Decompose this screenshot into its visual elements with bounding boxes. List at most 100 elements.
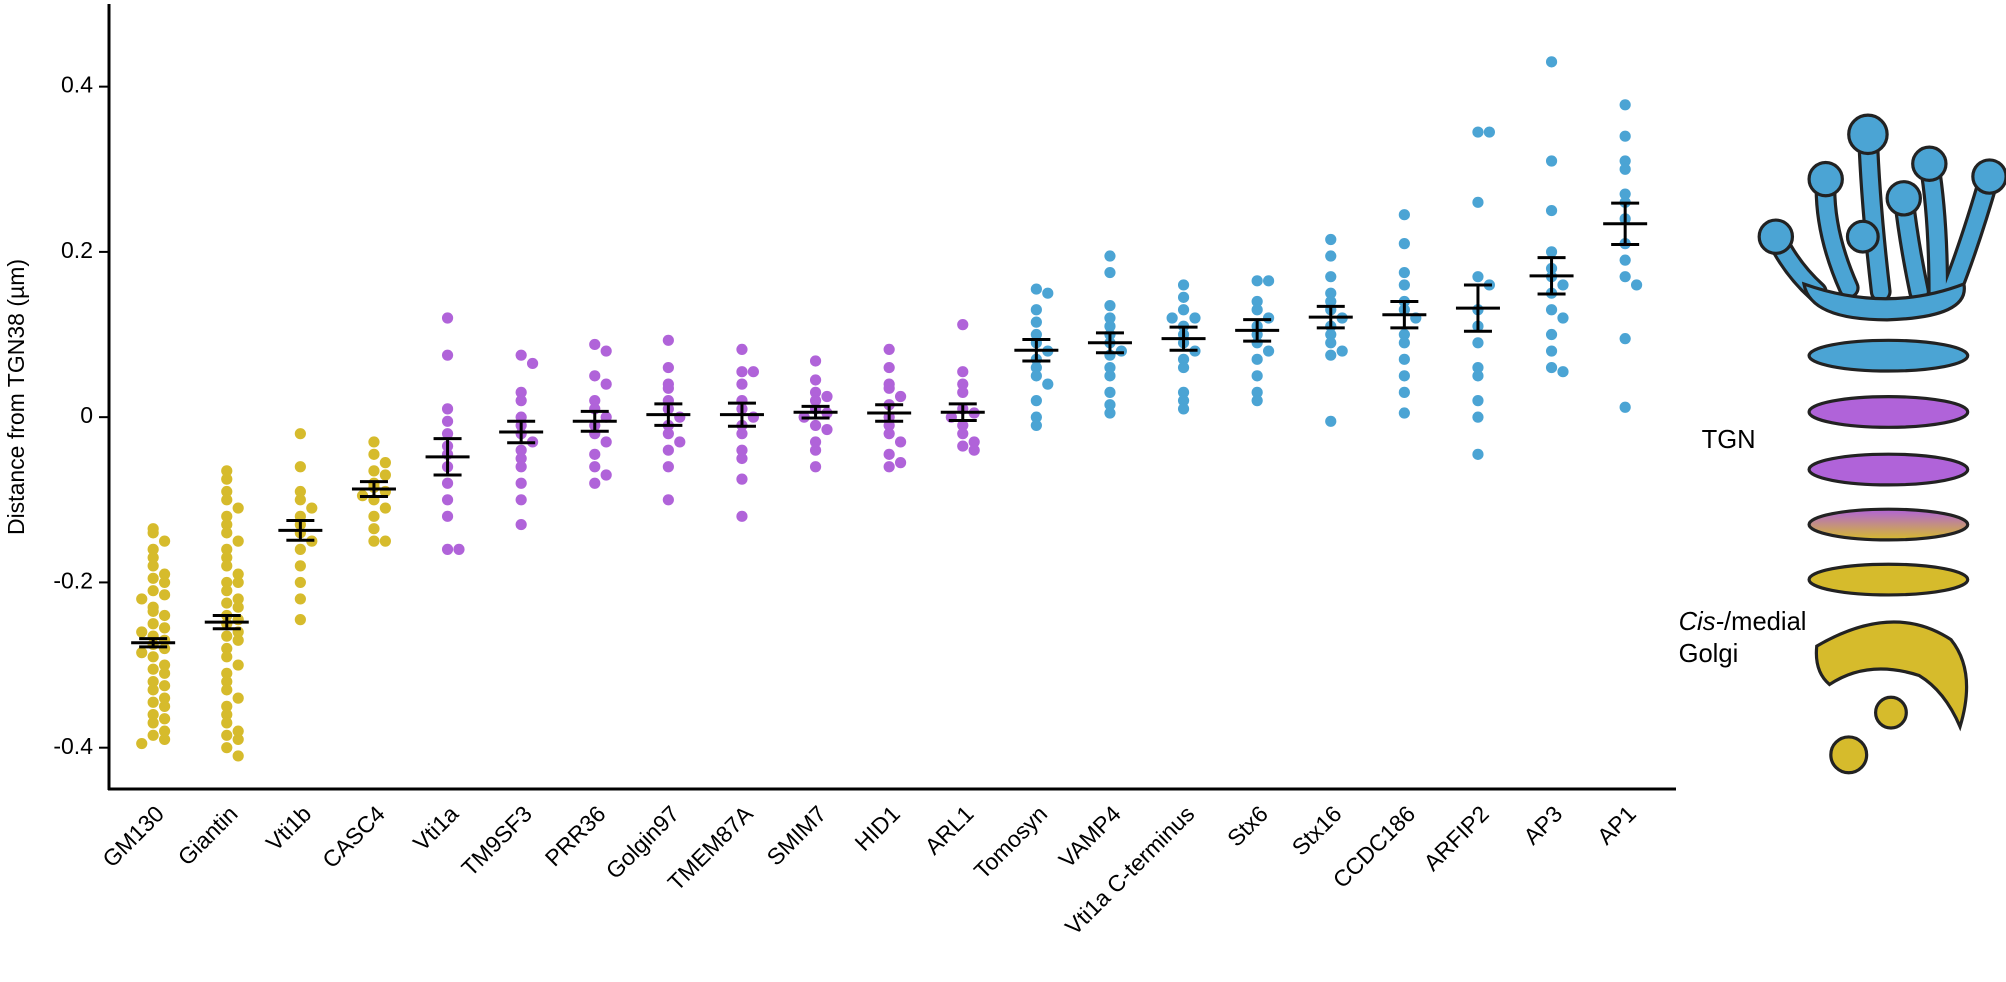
data-point [1189,312,1201,324]
x-tick-label: ARL1 [920,800,979,859]
data-point [662,382,674,394]
data-point [221,642,233,655]
y-tick-label: -0.4 [53,733,93,759]
data-point [1251,370,1263,382]
x-tick-label: PRR36 [540,800,611,871]
data-point [368,535,380,547]
data-point [1177,395,1190,407]
data-point [1325,295,1337,308]
data-point [1472,395,1484,407]
data-point [221,552,233,564]
data-point [221,742,233,754]
data-point [1619,271,1631,283]
data-point [1030,328,1042,341]
data-point [441,543,454,555]
data-point [147,543,159,555]
data-point [232,502,244,514]
x-tick-label: GM130 [97,800,169,872]
data-point [1104,361,1116,374]
data-point [158,659,171,671]
data-point [1115,345,1127,357]
data-point [1251,295,1263,308]
data-point [158,535,171,547]
data-point [662,444,674,456]
data-point [968,444,980,456]
data-point [1104,386,1116,398]
data-point [968,436,980,448]
data-point [1030,316,1042,328]
data-point [379,535,391,547]
data-point [894,436,907,448]
data-point [957,386,969,398]
x-tick-label: Vti1b [261,800,316,855]
data-point [294,614,306,626]
data-point [306,502,318,514]
data-point [809,355,822,367]
data-point [515,494,527,506]
x-tick-label: Vti1a [408,800,464,856]
data-point [453,543,465,555]
data-point [1619,155,1631,167]
data-point [1619,163,1631,175]
data-point [232,725,244,737]
data-point [809,419,822,432]
data-point [1251,275,1263,287]
data-point [821,390,833,403]
data-point [1177,386,1190,398]
data-point [232,733,244,746]
data-point [1557,312,1569,324]
data-point [662,428,674,440]
data-point [147,585,159,597]
data-point [294,428,306,440]
data-point [147,729,159,741]
data-point [883,428,895,440]
data-point [1398,266,1410,279]
data-point [883,448,895,460]
data-point [147,572,159,584]
data-point [809,395,822,407]
data-point [1325,233,1337,246]
data-point [662,334,674,346]
data-point [589,338,601,351]
data-point [515,461,527,473]
data-point [232,750,244,762]
data-point [294,593,306,605]
data-point [221,709,233,721]
data-point [147,696,159,708]
data-point [883,343,895,355]
data-point [158,667,171,679]
data-point [736,444,748,456]
annotation: Cis- [1679,608,1724,636]
data-point [294,494,306,506]
data-point [1030,361,1042,374]
data-point [294,485,306,498]
data-point [1325,349,1337,361]
data-point [1262,312,1275,324]
data-point [158,642,171,655]
data-point [221,597,233,609]
data-point [1030,419,1042,432]
data-point [232,576,244,589]
data-point [883,461,895,473]
data-point [221,465,233,477]
data-point [368,523,380,535]
data-point [883,361,895,374]
x-tick-label: VAMP4 [1053,800,1125,872]
data-point [294,576,306,589]
data-point [158,725,171,737]
x-tick-label: Tomosyn [969,800,1052,883]
y-tick-label: -0.2 [53,567,93,593]
data-point [1472,337,1484,349]
data-point [136,737,148,750]
data-point [736,510,748,522]
data-point [1557,279,1569,291]
data-point [1251,395,1263,407]
data-point [515,452,527,465]
data-point [1251,353,1263,365]
data-point [221,485,233,498]
data-point [1619,333,1631,345]
x-tick-label: TM9SF3 [456,800,537,881]
y-axis-label: Distance from TGN38 (µm) [3,259,29,535]
data-point [515,386,527,398]
x-tick-label: AP1 [1592,800,1641,849]
